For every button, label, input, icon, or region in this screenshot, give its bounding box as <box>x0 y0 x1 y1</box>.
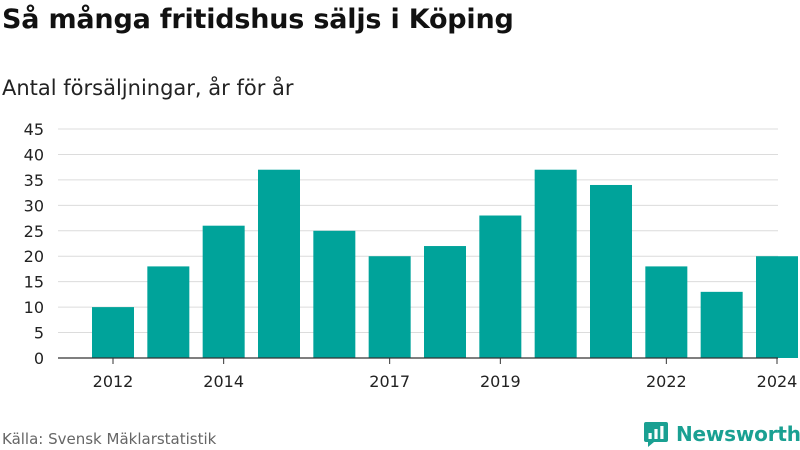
bar-2013 <box>147 266 190 358</box>
y-axis-ticks: 0 5 10 15 20 25 30 35 40 45 <box>24 120 44 368</box>
source-note: Källa: Svensk Mäklarstatistik <box>2 430 217 448</box>
bar-2016 <box>313 230 356 358</box>
bar-2021 <box>590 184 632 358</box>
chart-title: Så många fritidshus säljs i Köping <box>2 4 514 35</box>
bars <box>92 169 798 358</box>
bar-2020 <box>534 169 577 358</box>
y-tick-label: 20 <box>24 247 44 266</box>
bar-2018 <box>424 246 466 358</box>
y-tick-label: 5 <box>34 324 44 343</box>
x-tick-label: 2012 <box>93 372 134 391</box>
chart-subtitle: Antal försäljningar, år för år <box>2 76 294 100</box>
x-tick-label: 2017 <box>369 372 410 391</box>
newsworthy-logo-icon <box>644 422 668 447</box>
y-tick-label: 0 <box>34 349 44 368</box>
x-tick-label: 2022 <box>646 372 687 391</box>
bar-2024 <box>756 256 798 358</box>
y-tick-label: 40 <box>24 145 44 164</box>
bar-2012 <box>92 307 134 358</box>
x-tick-label: 2024 <box>757 372 798 391</box>
x-tick-label: 2019 <box>480 372 521 391</box>
brand-logo: Newsworthy <box>644 419 800 449</box>
x-tick-label: 2014 <box>203 372 244 391</box>
brand-name: Newsworthy <box>676 422 800 446</box>
x-axis-ticks: 2012 2014 2017 2019 2022 2024 <box>93 358 798 391</box>
y-tick-label: 35 <box>24 171 44 190</box>
bar-2015 <box>258 169 300 358</box>
bar-2023 <box>700 291 743 358</box>
y-tick-label: 25 <box>24 222 44 241</box>
gridlines <box>58 128 778 334</box>
y-tick-label: 45 <box>24 120 44 139</box>
y-tick-label: 10 <box>24 298 44 317</box>
bar-2019 <box>479 215 522 358</box>
bar-2017 <box>368 256 411 358</box>
y-tick-label: 30 <box>24 196 44 215</box>
bar-2022 <box>645 266 688 358</box>
y-tick-label: 15 <box>24 273 44 292</box>
bar-2014 <box>202 225 245 358</box>
